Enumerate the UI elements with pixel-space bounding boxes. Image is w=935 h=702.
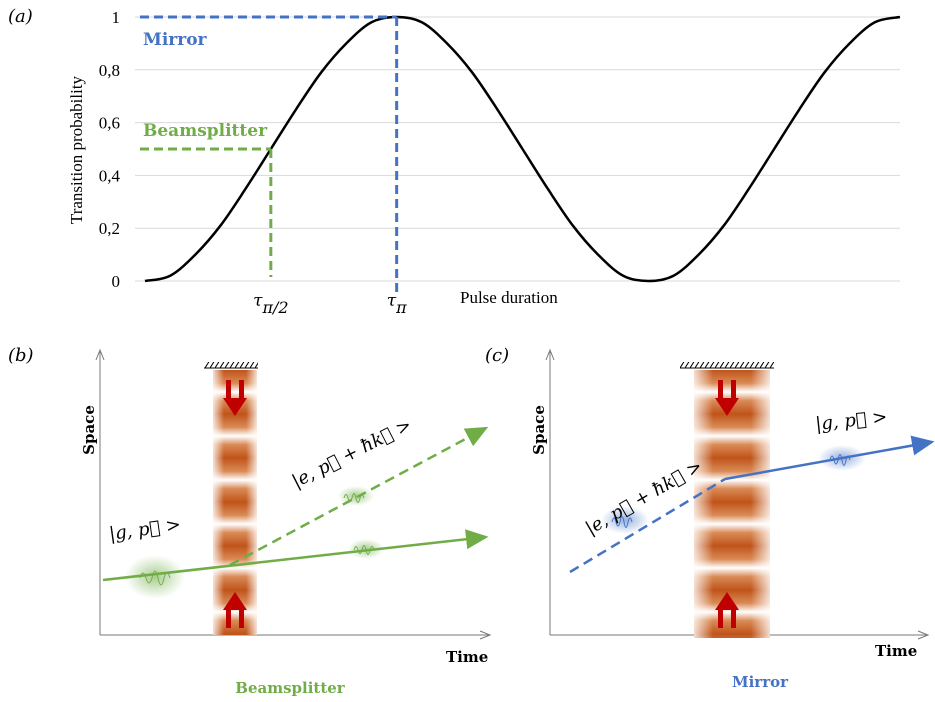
axes — [545, 348, 930, 640]
y-tick-label: 0,6 — [99, 114, 120, 133]
caption: Mirror — [732, 673, 789, 691]
mirror-mount — [680, 362, 774, 368]
marker-label: Mirror — [143, 30, 208, 50]
state-label: |e, p⃗ + ħk⃗ > — [289, 414, 415, 492]
panel-label: (c) — [485, 345, 509, 366]
wave-packet — [353, 545, 375, 555]
panel-b: (b) Space Time |g, p⃗ > |e, p⃗ + ħk⃗ > B… — [8, 345, 492, 697]
tick-symbol: τ — [253, 291, 263, 311]
wave-packet — [601, 506, 649, 534]
wave-packet — [829, 454, 851, 466]
x-marker-tick: τπ/2 — [253, 291, 289, 317]
panel-label: (a) — [8, 6, 33, 27]
panel-label: (b) — [8, 345, 34, 366]
wave-packet — [343, 493, 365, 503]
y-axis-title: Space — [530, 405, 548, 455]
y-tick-label: 0 — [112, 272, 121, 291]
wave-packet — [125, 555, 185, 599]
y-tick-label: 0,8 — [99, 61, 120, 80]
tick-subscript: π — [395, 298, 407, 317]
y-tick-label: 1 — [112, 8, 121, 27]
trajectory-excited — [569, 477, 726, 574]
caption: Beamsplitter — [235, 679, 346, 697]
x-axis-title: Time — [446, 648, 488, 666]
panel-c: (c) Space Time |g, p⃗ > |e, p⃗ + ħk⃗ > M… — [485, 345, 935, 691]
wave-packet — [139, 570, 171, 586]
tick-subscript: π/2 — [261, 298, 288, 317]
y-axis-label: Transition probability — [67, 75, 86, 224]
y-tick-label: 0,2 — [99, 219, 120, 238]
state-label: |g, p⃗ > — [814, 407, 888, 435]
x-axis-title: Time — [875, 642, 917, 660]
axes — [95, 348, 492, 640]
state-label: |g, p⃗ > — [108, 514, 182, 545]
tick-symbol: τ — [387, 291, 397, 311]
marker-label: Beamsplitter — [143, 121, 268, 141]
y-tick-label: 0,4 — [99, 166, 121, 185]
mirror-mount — [204, 362, 258, 368]
y-axis-title: Space — [80, 405, 98, 455]
wave-packet — [611, 516, 633, 528]
beam-fade — [694, 370, 770, 638]
x-axis-label: Pulse duration — [460, 288, 558, 307]
x-marker-tick: τπ — [387, 291, 407, 317]
